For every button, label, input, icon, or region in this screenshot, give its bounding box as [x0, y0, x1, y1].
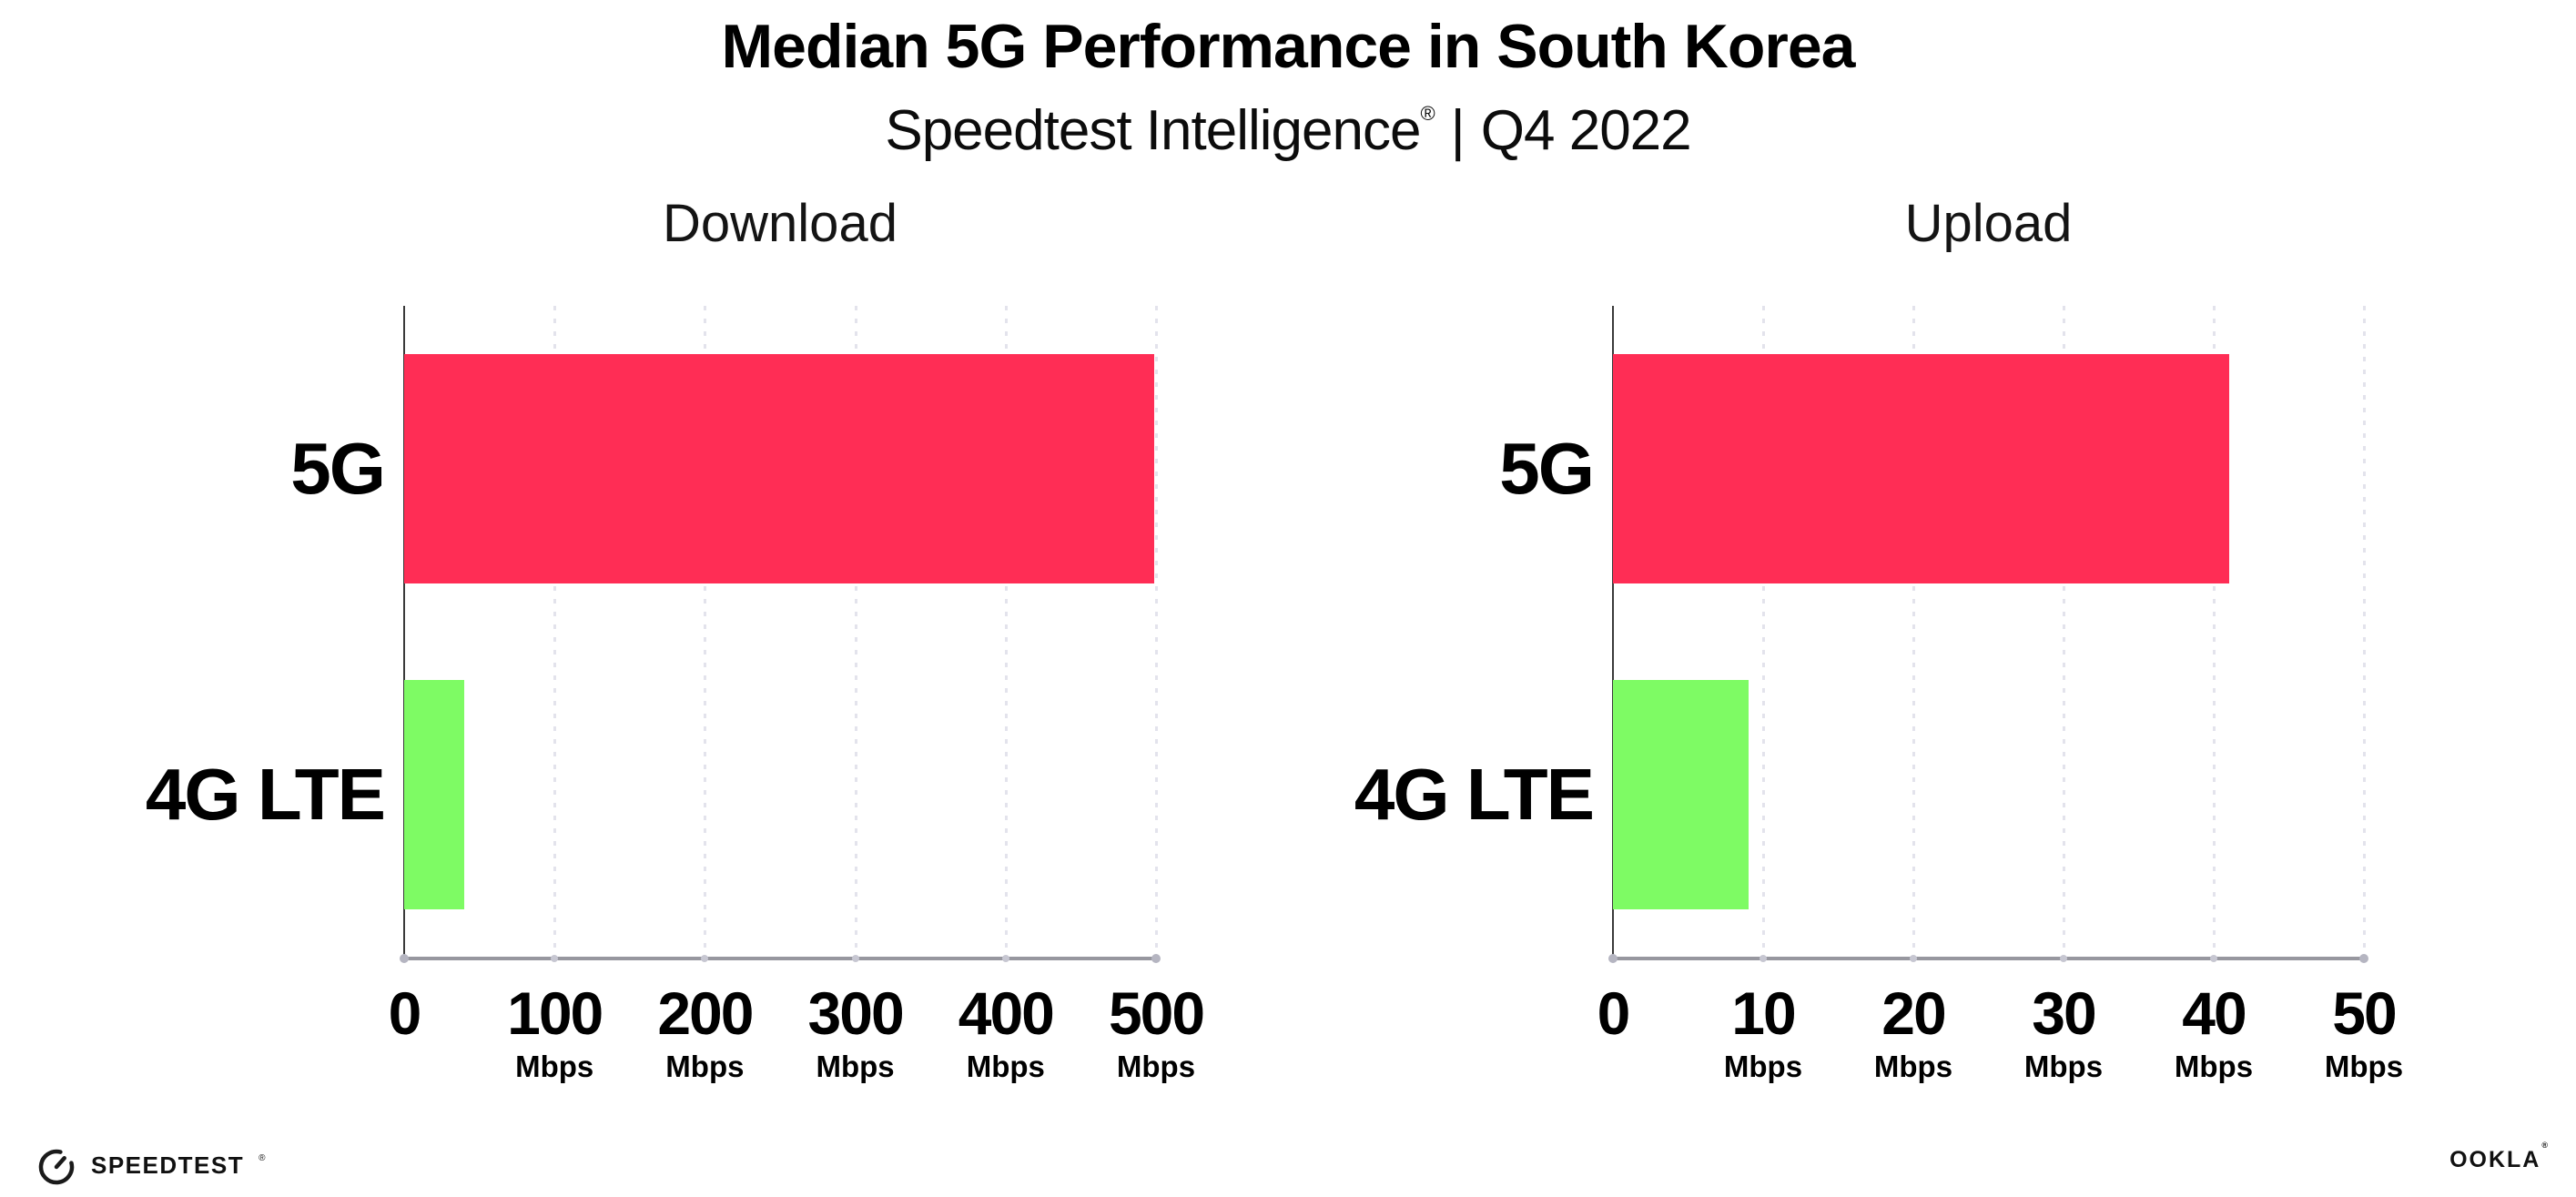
y-axis-line: [1612, 306, 1614, 959]
axis-tick-dot: [701, 955, 709, 962]
tick-unit: Mbps: [966, 1050, 1045, 1083]
tick-unit: Mbps: [1116, 1050, 1196, 1083]
category-label-5g: 5G: [290, 428, 386, 509]
axis-tick-dot: [1760, 955, 1767, 962]
ookla-logo: OOKLA®: [2449, 1141, 2549, 1173]
x-tick-label: 10 Mbps: [1724, 981, 1802, 1085]
tick-unit: Mbps: [816, 1050, 895, 1083]
axis-tick-dot: [1001, 955, 1009, 962]
tick-value: 200: [657, 979, 754, 1047]
bar-4g-lte: [404, 680, 465, 909]
subtitle-period: Q4 2022: [1480, 99, 1692, 162]
tick-unit: Mbps: [665, 1050, 745, 1083]
gridline: [1155, 306, 1158, 958]
axis-tick-dot: [851, 955, 859, 962]
x-tick-label: 30 Mbps: [2024, 981, 2103, 1085]
tick-value: 100: [507, 979, 603, 1047]
category-label-4g-lte: 4G LTE: [145, 754, 386, 835]
tick-unit: Mbps: [1723, 1050, 1803, 1083]
axis-tick-dot: [1608, 954, 1618, 963]
tick-value: 300: [807, 979, 905, 1047]
x-tick-label: 400 Mbps: [958, 979, 1055, 1085]
x-axis-line: [1610, 957, 2367, 960]
subtitle-separator: |: [1450, 99, 1465, 162]
plot-area-upload: [1608, 306, 2368, 963]
tick-unit: Mbps: [1873, 1050, 1953, 1083]
registered-mark: ®: [259, 1152, 266, 1163]
x-tick-label: 40 Mbps: [2175, 981, 2253, 1085]
axis-tick-dot: [400, 954, 409, 963]
tick-value: 10: [1731, 979, 1796, 1047]
y-axis-line: [403, 306, 405, 959]
tick-unit: Mbps: [2174, 1050, 2254, 1083]
registered-mark: ®: [2541, 1141, 2550, 1150]
axis-tick-dot: [2359, 954, 2368, 963]
tick-unit: Mbps: [2324, 1050, 2404, 1083]
category-label-5g: 5G: [1499, 428, 1595, 509]
gridline: [1762, 306, 1765, 958]
category-label-4g-lte: 4G LTE: [1354, 754, 1595, 835]
gridline: [854, 306, 857, 958]
axis-tick-dot: [1910, 955, 1917, 962]
chart-title-upload: Upload: [1904, 194, 2073, 253]
x-tick-label: 20 Mbps: [1874, 981, 1952, 1085]
x-axis-ticks-download: 0 100 Mbps 200 Mbps 300 Mbps 400 Mbps 500 Mbps: [0, 981, 2576, 1100]
tick-value: 500: [1108, 979, 1205, 1047]
x-tick-label: 300 Mbps: [807, 979, 905, 1085]
ookla-wordmark: OOKLA: [2449, 1147, 2541, 1172]
tick-unit: Mbps: [515, 1050, 594, 1083]
tick-value: 0: [388, 979, 422, 1047]
gridline: [2063, 306, 2065, 958]
x-tick-label: 50 Mbps: [2325, 981, 2403, 1085]
tick-unit: Mbps: [2023, 1050, 2104, 1083]
axis-tick-dot: [2060, 955, 2067, 962]
subtitle-brand: Speedtest Intelligence: [885, 99, 1421, 162]
chart-title-download: Download: [663, 194, 898, 253]
bar-5g: [404, 354, 1155, 583]
speedtest-wordmark: SPEEDTEST: [91, 1151, 245, 1179]
tick-value: 0: [1597, 979, 1631, 1047]
speedtest-logo: SPEEDTEST ®: [35, 1143, 266, 1187]
bar-5g: [1613, 354, 2229, 583]
page-subtitle: Speedtest Intelligence® | Q4 2022: [0, 98, 2576, 163]
tick-value: 30: [2032, 979, 2096, 1047]
axis-tick-dot: [551, 955, 559, 962]
x-axis-ticks-upload: 0 10 Mbps 20 Mbps 30 Mbps 40 Mbps 50 Mbps: [0, 981, 2576, 1100]
gridline: [1912, 306, 1915, 958]
page-title: Median 5G Performance in South Korea: [721, 12, 1856, 81]
gridline: [704, 306, 707, 958]
x-axis-line: [401, 957, 1159, 960]
axis-tick-dot: [2210, 955, 2217, 962]
x-tick-label: 500 Mbps: [1108, 979, 1205, 1085]
bar-4g-lte: [1613, 680, 1749, 909]
speedtest-gauge-icon: [38, 1149, 75, 1185]
axis-tick-dot: [1151, 954, 1161, 963]
tick-value: 20: [1881, 979, 1946, 1047]
tick-value: 50: [2332, 979, 2397, 1047]
gridline: [553, 306, 557, 958]
tick-value: 40: [2182, 979, 2246, 1047]
gridline: [1004, 306, 1008, 958]
registered-mark: ®: [1420, 102, 1435, 125]
tick-value: 400: [958, 979, 1055, 1047]
gridline: [2213, 306, 2216, 958]
plot-area-download: [400, 306, 1161, 963]
x-tick-label: 0: [1597, 979, 1631, 1047]
gridline: [2363, 306, 2366, 958]
x-tick-label: 100 Mbps: [507, 979, 603, 1085]
x-tick-label: 0: [388, 979, 422, 1047]
x-tick-label: 200 Mbps: [657, 979, 754, 1085]
